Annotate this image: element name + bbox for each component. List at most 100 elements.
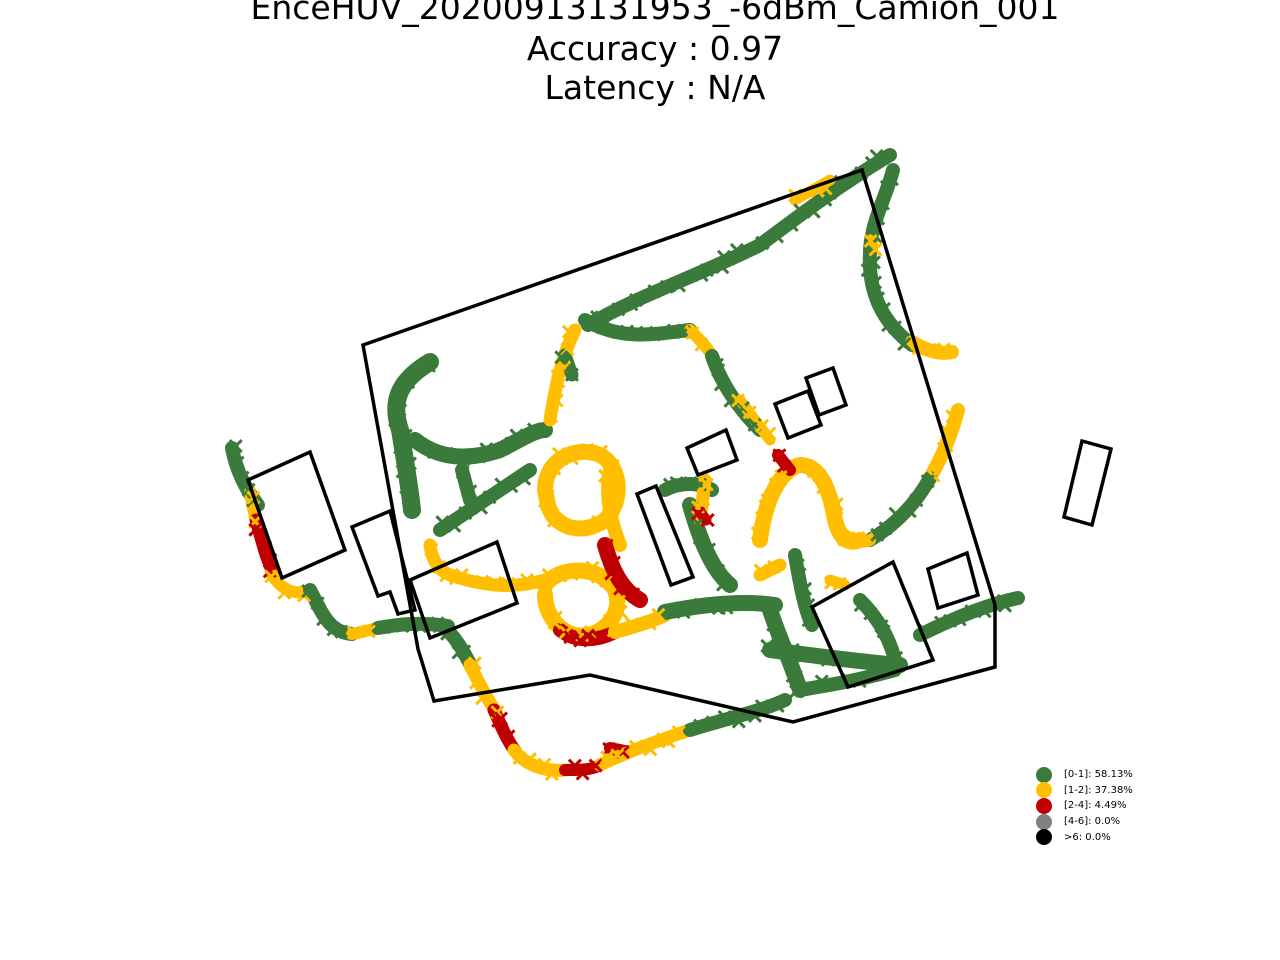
x-marker [876, 301, 892, 317]
building-outline [809, 559, 936, 690]
x-marker [563, 630, 578, 645]
x-marker [537, 576, 552, 591]
x-marker [595, 320, 610, 335]
x-marker [647, 284, 662, 299]
x-marker [564, 566, 579, 582]
x-marker [792, 567, 807, 582]
x-marker [671, 725, 686, 740]
building-outline [407, 539, 520, 641]
x-marker [952, 612, 967, 627]
x-marker [230, 455, 245, 470]
x-marker [693, 597, 708, 612]
x-marker [676, 605, 691, 620]
legend-item-4-6: [4-6]: 0.0% [1036, 813, 1133, 830]
x-marker [439, 446, 454, 461]
x-marker [624, 617, 640, 632]
building-outline [245, 449, 348, 581]
x-marker [964, 604, 979, 619]
x-marker [889, 650, 904, 665]
x-marker [735, 400, 750, 416]
x-marker [590, 514, 606, 530]
x-marker [754, 699, 769, 714]
x-marker [609, 493, 624, 508]
building-outline [349, 508, 418, 617]
x-marker [762, 426, 777, 441]
x-marker [776, 458, 791, 474]
x-marker [774, 469, 789, 484]
x-marker [509, 428, 524, 443]
building-outline [925, 550, 981, 611]
legend-marker-4-6 [1036, 813, 1052, 830]
x-marker [611, 302, 626, 317]
x-marker [711, 563, 726, 578]
x-marker [869, 148, 884, 164]
x-marker [573, 522, 588, 537]
x-marker [447, 518, 462, 533]
x-marker [475, 574, 490, 589]
x-marker [863, 606, 878, 621]
x-marker [564, 451, 579, 466]
x-marker [439, 568, 454, 583]
x-marker [868, 242, 883, 257]
x-marker [888, 506, 903, 521]
x-marker [522, 752, 537, 767]
x-marker [361, 624, 376, 639]
latency-label: Latency : N/A [544, 68, 766, 107]
x-marker [768, 476, 783, 492]
x-marker [602, 508, 617, 523]
x-marker [541, 567, 556, 582]
x-marker [424, 542, 439, 557]
x-marker [787, 648, 802, 663]
x-marker [401, 490, 416, 505]
x-marker [496, 441, 511, 456]
x-marker [692, 530, 707, 546]
x-marker [346, 625, 361, 640]
x-marker [316, 612, 331, 627]
x-marker [996, 593, 1011, 609]
building-outline [803, 365, 849, 418]
x-marker [457, 644, 472, 659]
x-marker [920, 474, 935, 489]
x-marker [564, 367, 579, 382]
legend: [0-1]: 58.13% [1-2]: 37.38% [2-4]: 4.49%… [1036, 766, 1133, 846]
x-marker [517, 471, 532, 486]
track-0-1 [581, 148, 897, 332]
x-marker [860, 263, 875, 278]
x-marker [454, 567, 469, 583]
x-marker [544, 766, 559, 782]
x-marker [468, 675, 484, 690]
legend-label-over-6: >6: 0.0% [1064, 831, 1111, 843]
x-marker [659, 279, 674, 294]
x-marker [669, 475, 684, 491]
x-marker [936, 342, 951, 357]
x-marker [772, 448, 787, 463]
x-marker [766, 617, 781, 632]
x-marker [715, 577, 731, 592]
x-marker [479, 442, 494, 457]
x-marker [580, 628, 596, 643]
x-marker [902, 504, 917, 519]
x-marker [788, 684, 804, 699]
chart-title: EnceHUV_20200913131953_-6dBm_Camion_001 [250, 0, 1060, 27]
x-marker [599, 538, 614, 553]
x-marker [735, 597, 750, 612]
building-outline [772, 388, 824, 441]
x-marker [753, 563, 768, 578]
x-marker [879, 179, 894, 195]
x-marker [747, 596, 762, 611]
x-marker [599, 573, 614, 588]
x-marker [606, 555, 622, 570]
x-marker [392, 402, 407, 417]
x-marker [549, 393, 564, 408]
x-marker [537, 493, 553, 509]
x-marker [760, 492, 775, 508]
legend-item-0-1: [0-1]: 58.13% [1036, 766, 1133, 783]
x-marker [591, 630, 606, 645]
x-marker [585, 560, 600, 575]
x-marker [619, 324, 635, 339]
legend-marker-1-2 [1036, 782, 1052, 799]
x-marker [812, 468, 827, 484]
x-marker [838, 651, 853, 666]
x-marker [763, 601, 778, 616]
x-marker [923, 342, 938, 357]
